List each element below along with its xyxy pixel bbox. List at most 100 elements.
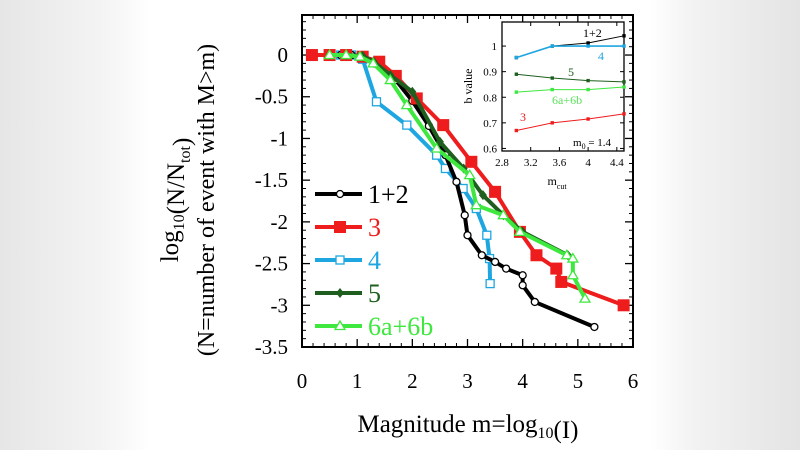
data-point xyxy=(489,185,502,198)
y-tick-label: -1.5 xyxy=(255,168,288,192)
inset-data-point xyxy=(550,44,554,48)
data-point xyxy=(501,264,511,273)
y-tick-label: -0.5 xyxy=(255,85,288,109)
data-point xyxy=(452,177,461,186)
x-tick-label: 1 xyxy=(352,369,363,393)
data-point xyxy=(465,155,478,168)
data-point xyxy=(463,231,472,240)
inset-x-tick-label: 4 xyxy=(585,157,591,169)
data-point xyxy=(590,322,599,332)
y-tick-label: 0 xyxy=(278,43,289,67)
data-point xyxy=(339,48,353,60)
data-point xyxy=(477,251,486,260)
inset-data-point xyxy=(586,41,590,45)
data-point xyxy=(435,136,444,147)
inset-series-3: 3 xyxy=(514,110,626,133)
inset-data-point xyxy=(586,87,590,92)
inset-series-6a+6b: 6a+6b xyxy=(514,85,626,107)
legend-item-3: 3 xyxy=(315,213,381,242)
y-axis-label: log10(N/Ntot) (N=number of event with M>… xyxy=(157,44,220,356)
legend: 1+2 3 4 5 6a+6b xyxy=(315,180,433,341)
inset-series-label: 5 xyxy=(568,65,574,79)
inset-annotation: m0 = 1.4 xyxy=(573,137,612,151)
inset-x-tick-label: 3.6 xyxy=(553,157,567,169)
legend-label: 5 xyxy=(368,279,381,308)
data-point xyxy=(490,257,500,267)
data-point xyxy=(530,297,539,307)
inset-data-point xyxy=(586,117,590,121)
inset-data-point xyxy=(622,85,626,89)
inset-y-label: b value xyxy=(461,69,475,104)
inset-series-5: 5 xyxy=(514,65,626,84)
inset-x-label: mcut xyxy=(547,174,567,191)
data-point xyxy=(463,168,476,180)
data-point xyxy=(550,262,563,275)
data-point xyxy=(384,73,397,85)
data-point xyxy=(497,208,510,220)
data-point xyxy=(437,119,450,132)
legend-item-5: 5 xyxy=(315,279,381,308)
y-tick-label: -3 xyxy=(271,293,289,317)
data-point xyxy=(371,97,382,107)
x-tick-label: 4 xyxy=(517,369,528,393)
y-tick-label: -3.5 xyxy=(255,335,288,359)
inset-series-line-3 xyxy=(516,113,625,132)
right-blur-panel xyxy=(650,0,800,450)
inset-series-label: 4 xyxy=(598,49,604,63)
x-tick-label: 6 xyxy=(628,369,639,393)
y-axis-label-line2: (N=number of event with M>m) xyxy=(194,44,220,356)
left-blur-panel xyxy=(0,0,150,450)
data-point xyxy=(513,225,527,237)
inset-data-point xyxy=(514,128,519,133)
inset-data-point xyxy=(550,76,554,80)
inset-x-tick-label: 4.4 xyxy=(610,157,624,169)
data-point xyxy=(408,86,417,97)
data-point xyxy=(430,142,443,153)
inset-data-point xyxy=(514,55,519,60)
inset-y-tick-label: 1 xyxy=(492,41,498,53)
inset-series-line-6a+6b xyxy=(516,86,625,93)
inset-series-4: 4 xyxy=(514,44,626,63)
x-axis-label: Magnitude m=log10(I) xyxy=(357,411,578,444)
legend-item-4: 4 xyxy=(315,246,381,275)
inset-data-point xyxy=(622,44,626,48)
inset-data-point xyxy=(514,72,519,76)
data-point xyxy=(566,268,580,280)
data-point xyxy=(400,98,413,110)
inset-series-label: 6a+6b xyxy=(552,93,582,107)
inset-data-point xyxy=(514,90,519,94)
y-tick-label: -1 xyxy=(271,126,289,150)
legend-item-1+2: 1+2 xyxy=(315,180,409,209)
inset-data-point xyxy=(622,112,626,116)
inset-frame xyxy=(501,21,625,152)
inset-series-label: 3 xyxy=(520,110,526,124)
inset-series-line-5 xyxy=(516,73,625,83)
data-point xyxy=(518,271,527,280)
data-point xyxy=(518,281,527,290)
x-tick-label: 3 xyxy=(462,369,473,393)
legend-label: 4 xyxy=(368,246,381,275)
inset-y-tick-label: 0.9 xyxy=(483,67,497,79)
legend-label: 6a+6b xyxy=(368,312,433,341)
inset-data-point xyxy=(622,34,626,38)
data-point xyxy=(470,198,483,210)
data-point xyxy=(353,50,367,61)
data-point xyxy=(566,252,580,263)
inset-x-tick-label: 3.2 xyxy=(524,157,538,169)
legend-label: 3 xyxy=(368,213,381,242)
data-point xyxy=(560,248,573,260)
data-point xyxy=(335,255,345,265)
inset-y-tick-label: 0.6 xyxy=(483,143,497,155)
data-point xyxy=(305,49,318,62)
inset-data-point xyxy=(622,80,626,84)
data-point xyxy=(323,48,336,60)
data-point xyxy=(482,230,492,240)
inset-y-tick-label: 0.8 xyxy=(483,92,497,104)
x-tick-label: 5 xyxy=(573,369,584,393)
inset-y-tick-label: 0.7 xyxy=(483,118,497,130)
x-tick-label: 0 xyxy=(297,369,308,393)
inset-x-tick-label: 2.8 xyxy=(495,157,509,169)
y-tick-label: -2 xyxy=(271,210,289,234)
data-point xyxy=(617,299,630,312)
